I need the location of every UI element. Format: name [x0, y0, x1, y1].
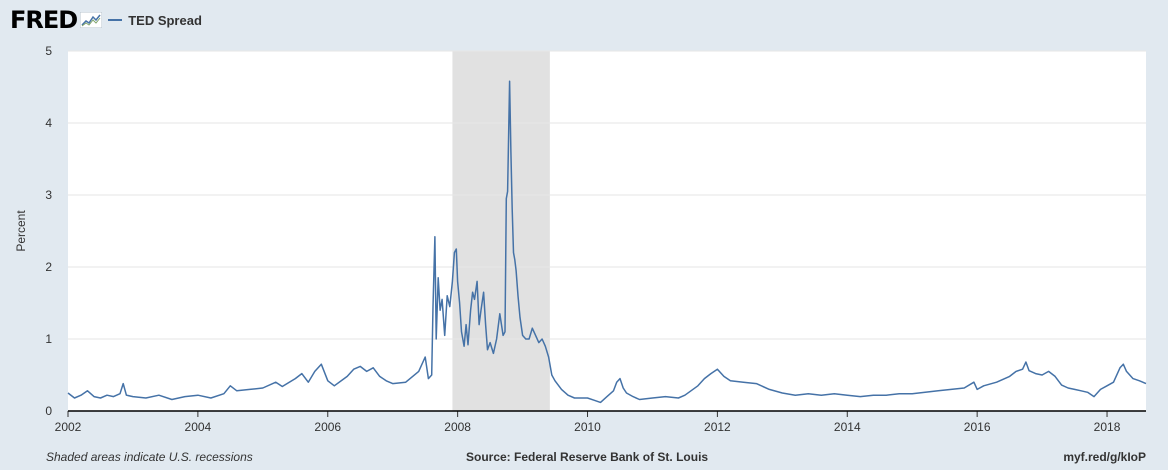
- chart-line-icon: [80, 12, 103, 28]
- y-tick-label: 4: [45, 116, 52, 130]
- x-tick-label: 2018: [1094, 420, 1121, 434]
- x-tick-label: 2004: [185, 420, 212, 434]
- legend-swatch: [108, 19, 123, 21]
- y-tick-label: 2: [45, 260, 52, 274]
- x-tick-label: 2008: [444, 420, 471, 434]
- footer-short-url[interactable]: myf.red/g/kIoP: [1063, 450, 1146, 464]
- footer-source: Source: Federal Reserve Bank of St. Loui…: [466, 450, 709, 464]
- fred-logo: FRED: [10, 6, 78, 34]
- x-tick-label: 2012: [704, 420, 731, 434]
- y-tick-label: 3: [45, 188, 52, 202]
- x-tick-label: 2014: [834, 420, 861, 434]
- x-tick-label: 2002: [55, 420, 82, 434]
- y-tick-label: 1: [45, 332, 52, 346]
- plot-background: [68, 51, 1146, 411]
- y-tick-label: 5: [45, 44, 52, 58]
- x-tick-label: 2010: [574, 420, 601, 434]
- y-tick-label: 0: [45, 404, 52, 418]
- legend-label: TED Spread: [128, 12, 202, 28]
- y-axis-label: Percent: [14, 210, 28, 252]
- footer-note: Shaded areas indicate U.S. recessions: [46, 450, 253, 464]
- chart-header: FRED TED Spread: [10, 6, 202, 34]
- series-line-ted-spread: [67, 80, 1147, 404]
- x-tick-label: 2016: [964, 420, 991, 434]
- x-tick-label: 2006: [314, 420, 341, 434]
- recession-band: [452, 51, 550, 411]
